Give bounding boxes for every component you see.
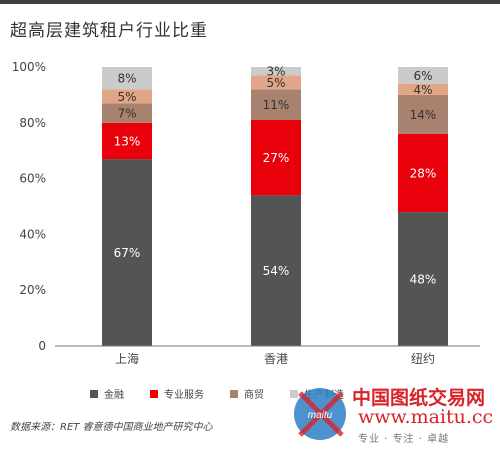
stacked-bar-chart: 0 20% 40% 60% 80% 100% 67% 13% 7% 5% 8% 上海 54% 27% 11%… xyxy=(12,60,480,366)
legend-swatch-trade xyxy=(230,389,238,398)
bar-data-label: 14% xyxy=(410,108,437,122)
y-tick-label: 20% xyxy=(19,283,46,297)
bar-data-label: 67% xyxy=(114,246,141,260)
legend-swatch-finance xyxy=(90,389,98,398)
y-tick-label: 40% xyxy=(19,227,46,241)
bar-segment xyxy=(398,133,448,213)
bar-data-label: 48% xyxy=(410,273,437,287)
bar-segment xyxy=(398,212,448,346)
watermark-logo-text: maitu xyxy=(308,410,333,421)
legend-item-professional: 专业服务 xyxy=(150,386,204,401)
legend-item-finance: 金融 xyxy=(90,386,124,401)
bar-segment xyxy=(251,89,301,121)
bar-segment xyxy=(398,83,448,95)
x-category-label: 香港 xyxy=(264,352,288,366)
bar-segment xyxy=(398,67,448,84)
bar-data-label: 54% xyxy=(263,264,290,278)
x-category-label: 纽约 xyxy=(411,351,435,366)
y-tick-label: 100% xyxy=(12,60,46,74)
bar-data-label: 8% xyxy=(117,72,136,86)
bar-segment xyxy=(102,89,152,104)
legend-swatch-professional xyxy=(150,389,158,398)
watermark-slogan: 专业 · 专注 · 卓越 xyxy=(358,434,450,445)
bar-data-label: 11% xyxy=(263,98,290,112)
bar-segment xyxy=(251,120,301,196)
bar-segment xyxy=(251,195,301,346)
legend-label-trade: 商贸 xyxy=(244,390,264,401)
watermark-logo: maitu xyxy=(294,388,346,440)
bar-segment xyxy=(251,75,301,90)
legend-label-finance: 金融 xyxy=(104,390,124,401)
bar-segment xyxy=(102,159,152,346)
bar-data-label: 7% xyxy=(117,107,136,121)
bar-data-label: 3% xyxy=(266,65,285,79)
watermark-url: www.maitu.cc xyxy=(358,406,494,428)
data-source-note: 数据来源：RET 睿意德中国商业地产研究中心 xyxy=(10,422,213,433)
bar-data-label: 28% xyxy=(410,167,437,181)
top-rule xyxy=(0,0,500,4)
chart-title: 超高层建筑租户行业比重 xyxy=(10,21,208,41)
watermark-site-name: 中国图纸交易网 xyxy=(352,387,486,409)
bar-segment xyxy=(251,67,301,76)
bar-segment xyxy=(102,122,152,160)
bar-data-label: 27% xyxy=(263,151,290,165)
bar-data-label: 4% xyxy=(413,83,432,97)
bar-segment xyxy=(102,67,152,90)
bar-data-label: 6% xyxy=(413,69,432,83)
legend-swatch-manufacturing xyxy=(290,389,298,398)
legend-item-trade: 商贸 xyxy=(230,386,264,401)
y-tick-label: 60% xyxy=(19,172,46,186)
bar-data-label: 13% xyxy=(114,134,141,148)
bar-data-label: 5% xyxy=(117,90,136,104)
x-category-label: 上海 xyxy=(115,351,139,366)
legend-label-professional: 专业服务 xyxy=(164,390,204,401)
bar-segment xyxy=(102,103,152,123)
y-tick-label: 80% xyxy=(19,116,46,130)
bar-segment xyxy=(398,94,448,134)
bar-data-label: 5% xyxy=(266,76,285,90)
y-tick-label: 0 xyxy=(38,339,46,353)
